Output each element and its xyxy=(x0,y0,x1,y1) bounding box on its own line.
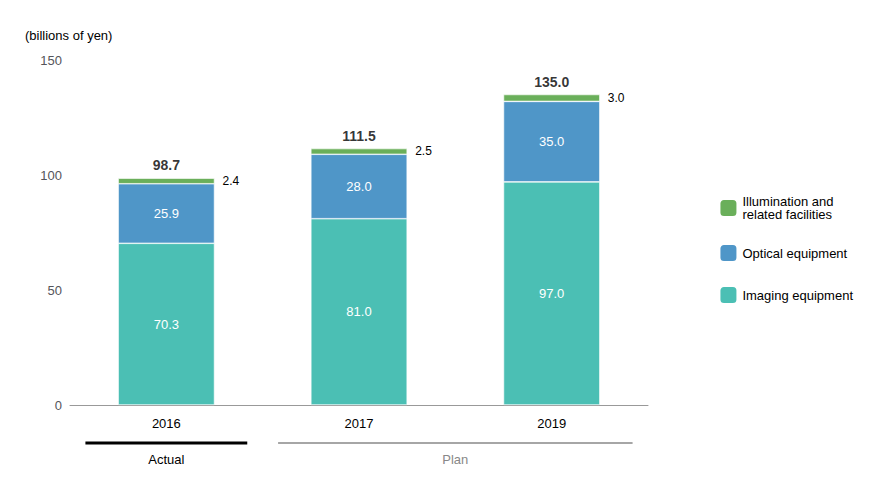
svg-text:Illumination and: Illumination and xyxy=(742,194,834,209)
svg-text:(billions of yen): (billions of yen) xyxy=(25,28,112,43)
svg-text:Optical equipment: Optical equipment xyxy=(742,246,847,261)
svg-text:70.3: 70.3 xyxy=(154,317,179,332)
svg-text:97.0: 97.0 xyxy=(539,286,564,301)
svg-text:81.0: 81.0 xyxy=(346,304,371,319)
svg-text:Imaging equipment: Imaging equipment xyxy=(742,288,853,303)
svg-text:111.5: 111.5 xyxy=(342,128,376,144)
svg-text:2017: 2017 xyxy=(345,416,374,431)
svg-text:50: 50 xyxy=(48,283,62,298)
svg-text:Plan: Plan xyxy=(442,452,468,467)
svg-text:2.5: 2.5 xyxy=(415,144,432,158)
svg-text:related facilities: related facilities xyxy=(742,207,832,222)
svg-text:35.0: 35.0 xyxy=(539,134,564,149)
svg-text:150: 150 xyxy=(40,53,62,68)
svg-text:98.7: 98.7 xyxy=(153,157,180,173)
svg-text:25.9: 25.9 xyxy=(154,206,179,221)
svg-text:135.0: 135.0 xyxy=(534,74,569,90)
svg-text:2019: 2019 xyxy=(537,416,566,431)
svg-text:3.0: 3.0 xyxy=(608,91,625,105)
svg-text:100: 100 xyxy=(40,168,62,183)
svg-text:2.4: 2.4 xyxy=(223,174,240,188)
svg-text:Actual: Actual xyxy=(148,452,184,467)
svg-text:28.0: 28.0 xyxy=(346,179,371,194)
svg-text:0: 0 xyxy=(55,398,62,413)
svg-text:2016: 2016 xyxy=(152,416,181,431)
